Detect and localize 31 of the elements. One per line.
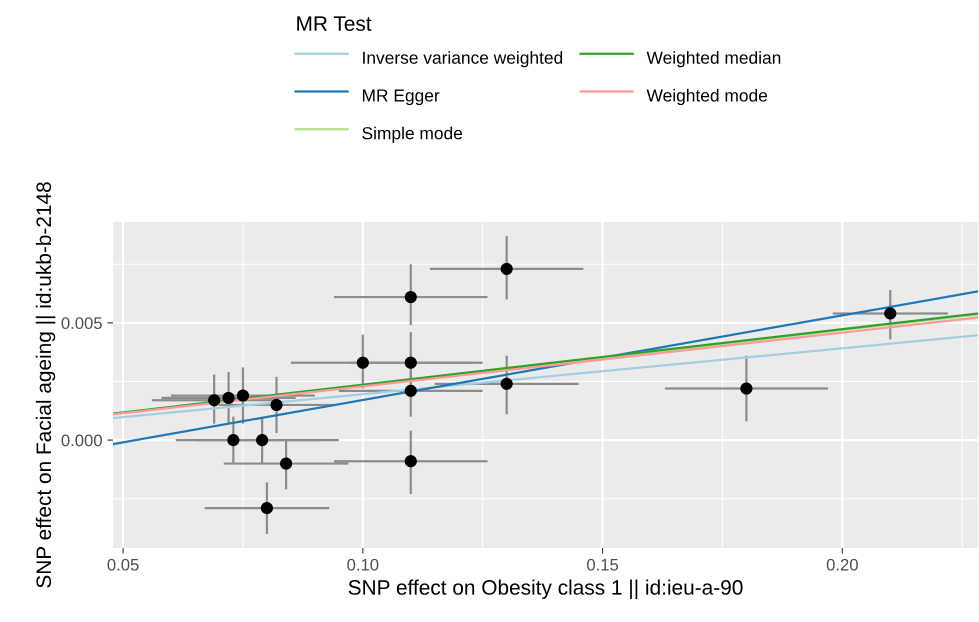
point (236, 389, 250, 402)
point (404, 356, 417, 369)
legend-label: Inverse variance weighted (363, 51, 562, 68)
x-tick-label: 0.20 (826, 558, 858, 571)
point (222, 392, 235, 404)
point (260, 502, 273, 514)
point (500, 262, 513, 275)
point (227, 434, 240, 446)
y-axis-title: SNP effect on Facial ageing || id:ukb-b-2148 (36, 182, 56, 588)
point (208, 394, 220, 406)
legend-label: MR Egger (362, 90, 440, 106)
point (500, 378, 513, 390)
point (404, 290, 417, 304)
point (270, 398, 283, 412)
point (256, 434, 268, 446)
x-tick-label: 0.05 (108, 558, 139, 571)
point (404, 384, 417, 397)
point (884, 307, 896, 320)
point (404, 455, 417, 468)
point (280, 457, 292, 470)
legend-label: Simple mode (362, 126, 462, 143)
y-tick-label: 0.005 (62, 317, 102, 330)
legend-label: Weighted mode (646, 88, 768, 106)
x-tick-label: 0.15 (587, 558, 618, 571)
x-tick-label: 0.10 (347, 558, 378, 571)
legend-title: MR Test (297, 16, 372, 31)
legend-label: Weighted median (646, 51, 780, 68)
point (356, 356, 369, 369)
x-axis-title: SNP effect on Obesity class 1 || id:ieu-a-90 (348, 580, 743, 600)
y-tick-label: 0.000 (62, 434, 102, 446)
point (740, 382, 752, 395)
